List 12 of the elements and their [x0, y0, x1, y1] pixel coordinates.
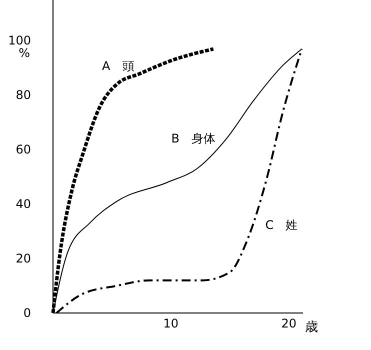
- series-label: C 姓: [265, 218, 298, 232]
- series-label: A 頭: [102, 59, 134, 74]
- x-axis-title: 歳: [304, 320, 318, 335]
- y-tick-label: 60: [16, 142, 31, 157]
- y-tick-label: 40: [16, 196, 31, 211]
- series-label: B 身体: [171, 131, 216, 146]
- x-tick-label: 10: [163, 316, 179, 331]
- y-tick-label: 100: [8, 34, 31, 48]
- y-axis-title: %: [18, 46, 30, 60]
- y-tick-label: 80: [16, 88, 31, 102]
- y-tick-label: 20: [16, 251, 31, 266]
- y-tick-label: 0: [23, 306, 31, 320]
